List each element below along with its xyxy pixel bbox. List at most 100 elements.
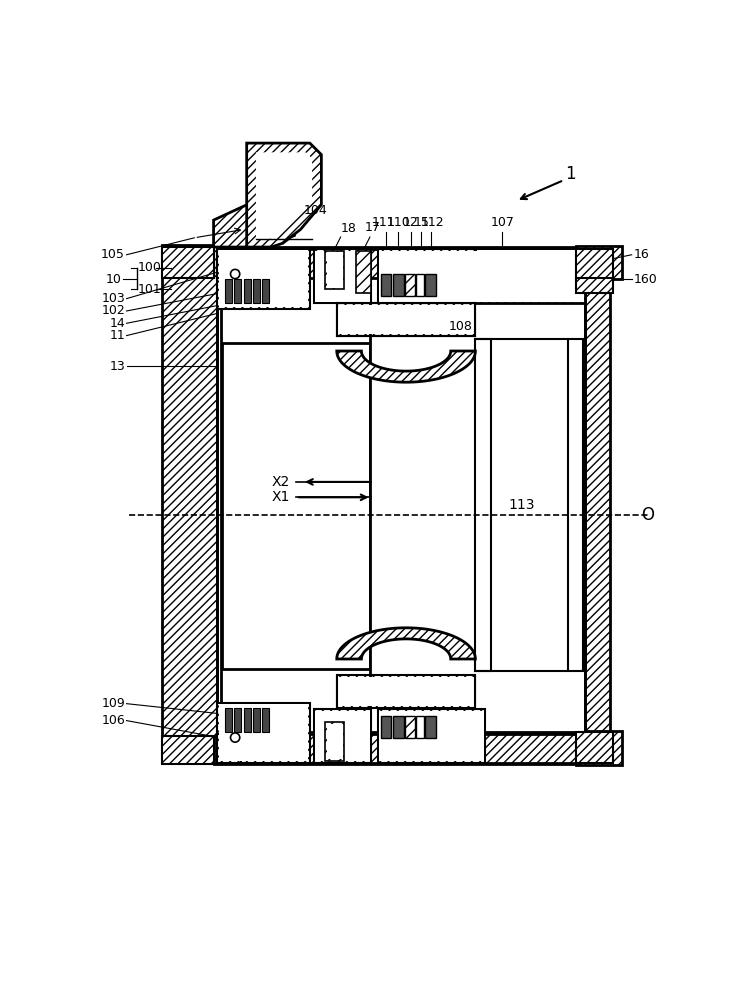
Text: 16: 16 (633, 248, 649, 261)
Bar (217, 249, 579, 278)
Bar (262, 279, 269, 303)
Bar (214, 734, 599, 764)
Bar (585, 274, 610, 734)
Polygon shape (162, 247, 214, 278)
Text: 113: 113 (508, 498, 535, 512)
Bar (337, 675, 475, 708)
Bar (217, 249, 310, 309)
Bar (219, 704, 308, 761)
Text: 13: 13 (109, 360, 125, 373)
Bar (262, 708, 269, 732)
Text: O: O (641, 506, 654, 524)
Bar (568, 339, 583, 671)
Bar (337, 303, 475, 336)
Text: X2: X2 (271, 475, 290, 489)
Polygon shape (162, 736, 214, 764)
Bar (327, 252, 343, 288)
Bar (576, 731, 622, 765)
Bar (338, 305, 474, 334)
Polygon shape (256, 152, 312, 239)
Text: 160: 160 (633, 273, 657, 286)
Text: 109: 109 (101, 697, 125, 710)
Text: X1: X1 (271, 490, 290, 504)
Circle shape (231, 733, 239, 742)
Bar (576, 278, 613, 293)
Bar (219, 250, 308, 307)
Bar (475, 339, 491, 671)
Text: 1: 1 (565, 165, 576, 183)
Bar (426, 274, 436, 296)
Bar (475, 249, 585, 303)
Bar (576, 249, 613, 279)
Text: 110: 110 (386, 216, 410, 229)
Bar (576, 246, 622, 279)
Bar (225, 708, 232, 732)
Bar (327, 724, 343, 759)
Bar (217, 734, 240, 763)
Polygon shape (247, 143, 321, 247)
Bar (313, 249, 372, 303)
Text: 14: 14 (109, 317, 125, 330)
Bar (234, 279, 242, 303)
Bar (253, 279, 260, 303)
Bar (379, 251, 484, 302)
Text: 111: 111 (372, 216, 395, 229)
Bar (325, 722, 344, 761)
Polygon shape (214, 197, 294, 247)
Text: 10: 10 (105, 273, 121, 286)
Text: 108: 108 (449, 320, 472, 333)
Bar (217, 734, 579, 763)
Bar (426, 716, 436, 738)
Bar (253, 708, 260, 732)
Circle shape (231, 269, 239, 279)
Bar (219, 252, 578, 731)
Text: 100: 100 (137, 261, 161, 274)
Bar (477, 250, 584, 302)
Bar (244, 279, 251, 303)
Text: 104: 104 (304, 204, 327, 217)
Bar (217, 703, 310, 763)
Bar (393, 716, 403, 738)
Bar (244, 708, 251, 732)
Bar (222, 343, 370, 669)
Bar (338, 677, 474, 706)
Bar (214, 247, 599, 278)
Text: 17: 17 (365, 221, 381, 234)
Text: 18: 18 (341, 223, 356, 235)
Bar (416, 274, 423, 296)
Bar (576, 732, 613, 763)
Polygon shape (337, 351, 475, 382)
Bar (316, 711, 370, 761)
Bar (225, 279, 232, 303)
Text: 12: 12 (403, 216, 418, 229)
Text: 105: 105 (101, 248, 125, 261)
Bar (405, 274, 415, 296)
Text: 11: 11 (109, 329, 125, 342)
Text: 107: 107 (491, 216, 514, 229)
Text: 101: 101 (137, 283, 161, 296)
Text: 103: 103 (101, 292, 125, 305)
Bar (356, 251, 372, 293)
Bar (381, 274, 392, 296)
Text: 112: 112 (420, 216, 444, 229)
Bar (162, 245, 217, 736)
Bar (379, 711, 484, 761)
Text: 15: 15 (414, 216, 429, 229)
Bar (325, 251, 344, 289)
Bar (378, 249, 486, 303)
Bar (381, 716, 392, 738)
Bar (313, 709, 372, 763)
Bar (316, 251, 370, 302)
Text: 102: 102 (101, 304, 125, 317)
Bar (217, 251, 579, 732)
Bar (234, 708, 242, 732)
Bar (393, 274, 403, 296)
Text: 106: 106 (101, 714, 125, 727)
Bar (372, 252, 584, 731)
Bar (217, 249, 240, 278)
Bar (416, 716, 423, 738)
Bar (378, 709, 486, 763)
Bar (370, 251, 585, 732)
Polygon shape (337, 628, 475, 659)
Bar (405, 716, 415, 738)
